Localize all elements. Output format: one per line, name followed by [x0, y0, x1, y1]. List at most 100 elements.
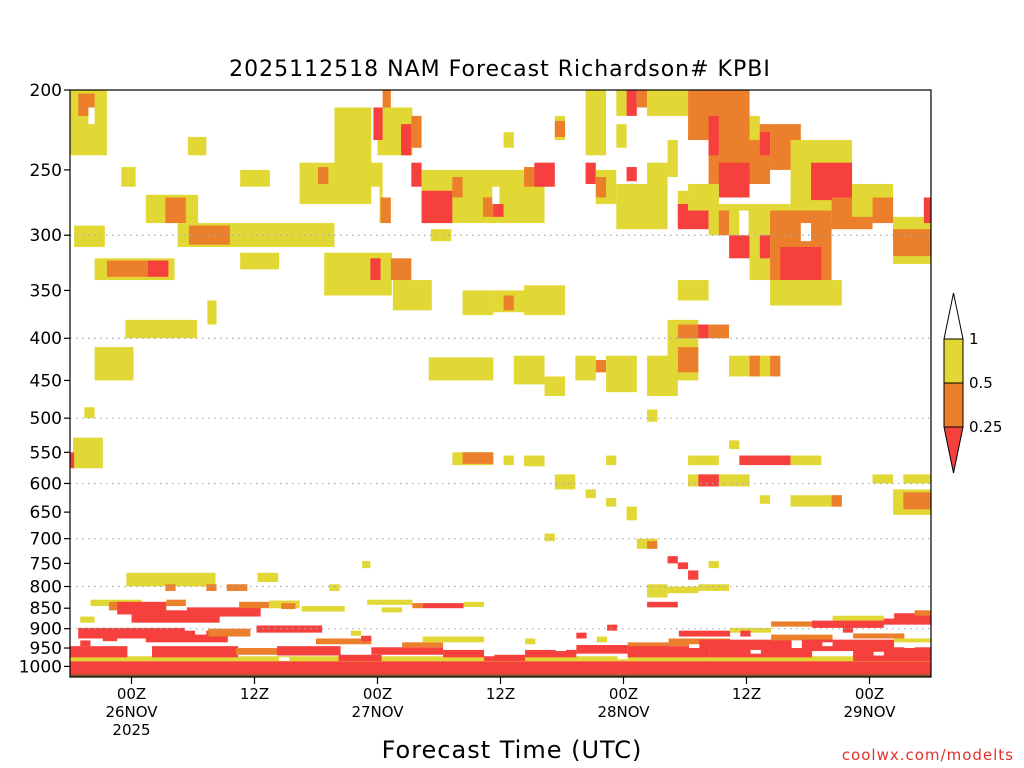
ri-cell-yellow [749, 115, 760, 141]
ri-cell-red [401, 124, 412, 156]
ri-cell-red [78, 627, 185, 639]
ri-cell-red [373, 107, 383, 141]
legend-label: 0.5 [969, 374, 993, 392]
ri-cell-yellow [428, 357, 494, 381]
ri-cell-yellow [616, 183, 668, 230]
ri-cell-yellow [647, 90, 689, 116]
ri-cell-orange [411, 115, 422, 148]
ri-gap-cell [739, 210, 749, 236]
ri-cell-yellow [647, 409, 658, 422]
y-tick-label: 250 [30, 161, 62, 181]
ri-cell-orange [708, 324, 730, 339]
ri-cell-orange [390, 258, 412, 281]
ri-gap-cell [904, 644, 915, 649]
ri-cell-yellow [770, 280, 842, 306]
ri-cell-yellow [894, 638, 931, 643]
y-tick-label: 700 [30, 530, 62, 550]
site-credit: coolwx.com/modelts [841, 746, 1014, 764]
ri-cell-red [853, 647, 931, 662]
ri-cell-orange [503, 295, 514, 311]
ri-cell-orange [166, 599, 186, 607]
ri-cell-yellow [430, 229, 452, 242]
ri-cell-yellow [554, 474, 576, 490]
ri-gap-cell [657, 120, 668, 156]
ri-gap-cell [873, 651, 884, 656]
ri-cell-yellow [544, 533, 555, 542]
ri-cell-yellow [74, 225, 105, 247]
ri-gap-cell [780, 177, 790, 205]
ri-cell-orange [108, 601, 126, 611]
ri-cell-orange [647, 541, 658, 549]
y-tick-label: 950 [30, 639, 62, 659]
ri-cell-yellow [125, 319, 198, 339]
x-axis-title: Forecast Time (UTC) [382, 736, 643, 764]
ri-cell-red [70, 646, 128, 658]
ri-cell-red [811, 162, 853, 201]
y-tick-label: 400 [30, 329, 62, 349]
ri-cell-red [923, 197, 931, 224]
ri-cell-orange [903, 492, 931, 510]
ri-cell-red [667, 556, 678, 564]
ri-cell-orange [206, 584, 217, 591]
ri-cell-yellow [503, 132, 514, 148]
ri-cell-yellow [503, 455, 514, 466]
ri-cell-yellow [759, 495, 771, 504]
x-tick-label: 00Z [117, 685, 146, 703]
ri-gap-cell [689, 644, 700, 649]
y-tick-label: 800 [30, 577, 62, 597]
y-tick-label: 600 [30, 474, 62, 494]
ri-cell-yellow [585, 489, 596, 499]
x-tick-label: 29NOV [843, 703, 896, 721]
ri-cell-red [534, 162, 555, 187]
ri-cell-yellow [80, 616, 95, 623]
ri-cell-orange [483, 197, 494, 217]
ri-cell-red [698, 324, 709, 339]
ri-cell-orange [595, 177, 607, 198]
ri-cell-yellow [606, 455, 617, 466]
ri-cell-orange [239, 601, 270, 609]
y-tick-label: 350 [30, 281, 62, 301]
ri-cell-red [688, 570, 699, 580]
ri-gap-cell [371, 186, 380, 217]
y-tick-label: 1000 [19, 657, 62, 677]
x-tick-label: 12Z [732, 685, 761, 703]
ri-cell-yellow [708, 560, 719, 569]
x-tick-label: 00Z [363, 685, 392, 703]
y-tick-label: 650 [30, 503, 62, 523]
ri-cell-yellow [513, 355, 545, 385]
ri-cell-yellow [207, 300, 217, 325]
ri-cell-red [678, 630, 731, 637]
ri-cell-yellow [606, 355, 637, 393]
ri-cell-orange [595, 359, 607, 373]
ri-cell-red [145, 630, 228, 643]
ri-cell-yellow [903, 474, 931, 484]
x-tick-label: 12Z [240, 685, 269, 703]
ri-cell-orange [281, 603, 296, 610]
legend-bin-below-0.25 [943, 426, 964, 474]
ri-gap-cell [822, 642, 833, 647]
ri-cell-red [80, 640, 91, 647]
x-tick-label: 2025 [112, 721, 150, 739]
ri-cell-yellow [350, 630, 362, 636]
ri-cell-red [70, 661, 931, 675]
ri-cell-yellow [585, 90, 607, 156]
ri-cell-yellow [301, 606, 345, 612]
ri-cell-yellow [524, 285, 566, 316]
ri-cell-red [780, 246, 822, 281]
heatmap-cells [70, 90, 931, 675]
ri-cell-yellow [698, 584, 730, 591]
x-tick-label: 00Z [855, 685, 884, 703]
ground-band [70, 674, 931, 677]
ri-cell-orange [412, 603, 423, 609]
ri-cell-yellow [677, 280, 709, 301]
ri-cell-yellow [647, 355, 678, 397]
y-axis: 200 250 300 350 400 450 500 550 600 650 700 750 8008… [19, 81, 70, 677]
ri-cell-red [627, 646, 710, 658]
ri-cell-orange [749, 355, 760, 377]
ri-cell-orange [853, 633, 905, 639]
ri-cell-red [626, 90, 637, 116]
ri-cell-orange [316, 638, 372, 645]
ri-cell-yellow [596, 636, 608, 643]
ri-gap-cell [279, 657, 290, 662]
